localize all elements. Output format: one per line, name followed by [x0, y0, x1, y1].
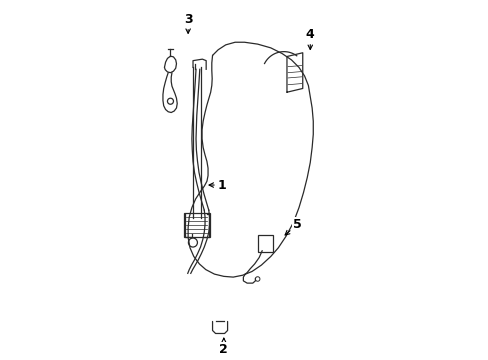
Text: 4: 4 — [305, 28, 314, 49]
FancyBboxPatch shape — [257, 235, 273, 252]
Text: 1: 1 — [209, 179, 226, 192]
FancyBboxPatch shape — [183, 213, 209, 237]
Text: 3: 3 — [183, 13, 192, 33]
Text: 2: 2 — [219, 338, 228, 356]
Text: 5: 5 — [285, 218, 301, 235]
